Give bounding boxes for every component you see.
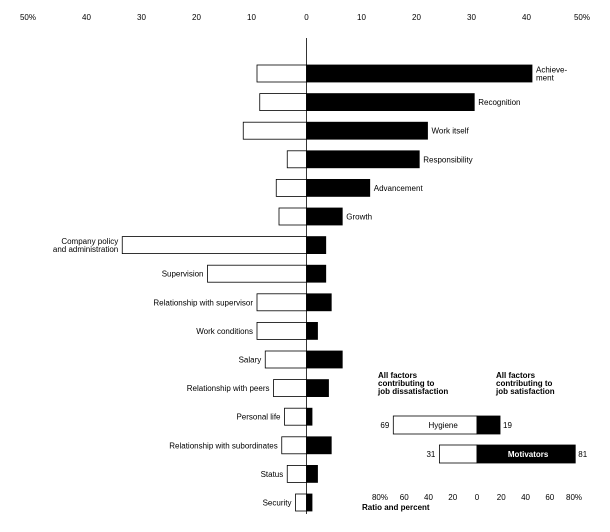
bar-dissatisfaction — [207, 264, 307, 283]
bar-dissatisfaction — [286, 464, 307, 483]
axis-tick-label: 30 — [467, 13, 476, 22]
category-label: Security — [263, 499, 292, 508]
category-label: Status — [261, 470, 284, 479]
bar-dissatisfaction — [275, 178, 307, 197]
axis-tick-label: 10 — [357, 13, 366, 22]
category-label: Company policy and administration — [53, 237, 118, 254]
summary-header-left: All factors contributing to job dissatisfa… — [377, 371, 448, 396]
category-label: Personal life — [236, 413, 281, 422]
bar-dissatisfaction — [242, 121, 307, 140]
summary-header-left-line: contributing to — [378, 379, 435, 388]
summary-value-label-left: 69 — [380, 421, 389, 430]
category-label: Relationship with peers — [187, 384, 270, 393]
summary-axis-tick-label: 40 — [424, 493, 433, 502]
bar-satisfaction — [306, 379, 329, 398]
summary-axis-tick-label: 80% — [566, 493, 582, 502]
bar-dissatisfaction — [278, 207, 307, 226]
summary-header-right-line: contributing to — [496, 379, 553, 388]
summary-axis-tick-label: 20 — [448, 493, 457, 502]
axis-tick-label: 30 — [137, 13, 146, 22]
bar-satisfaction — [306, 264, 327, 283]
axis-tick-label: 50% — [20, 13, 36, 22]
summary-value-label-right: 19 — [503, 421, 512, 430]
axis-tick-label: 0 — [304, 13, 309, 22]
summary-header-right-line: All factors — [496, 371, 536, 380]
bar-satisfaction — [306, 178, 371, 197]
bar-satisfaction — [306, 464, 318, 483]
bar-dissatisfaction — [256, 293, 307, 312]
summary-axis-tick-label: 80% — [372, 493, 388, 502]
category-label: Advancement — [374, 184, 424, 193]
summary-header-left-line: All factors — [378, 371, 418, 380]
axis-tick-label: 10 — [247, 13, 256, 22]
bar-dissatisfaction — [273, 379, 307, 398]
category-label: Responsibility — [423, 155, 472, 164]
summary-axis-tick-label: 60 — [545, 493, 554, 502]
bar-satisfaction — [306, 293, 332, 312]
bar-dissatisfaction — [284, 407, 307, 426]
axis-tick-label: 20 — [412, 13, 421, 22]
category-label-line: ment — [536, 74, 555, 83]
summary-header-right: All factors contributing to job satisfacti… — [495, 371, 555, 396]
summary-header-right-line: job satisfaction — [495, 387, 555, 396]
bar-satisfaction — [306, 436, 332, 455]
bar-satisfaction — [306, 121, 428, 140]
bar-satisfaction — [306, 321, 318, 340]
category-label-line: and administration — [53, 245, 118, 254]
bar-dissatisfaction — [281, 436, 307, 455]
bar-dissatisfaction — [286, 150, 307, 169]
summary-bar-satisfaction — [476, 415, 501, 435]
summary-axis-tick-label: 40 — [521, 493, 530, 502]
category-label: Recognition — [478, 98, 520, 107]
category-label: Relationship with subordinates — [169, 441, 278, 450]
summary-value-label-left: 31 — [426, 450, 435, 459]
category-label: Supervision — [162, 270, 204, 279]
bar-satisfaction — [306, 236, 327, 255]
category-label-line: Achieve- — [536, 66, 567, 75]
summary-bar-dissatisfaction — [438, 444, 478, 464]
axis-tick-label: 20 — [192, 13, 201, 22]
summary-axis-tick-label: 0 — [475, 493, 480, 502]
summary-category-label: Hygiene — [428, 421, 458, 430]
bar-satisfaction — [306, 64, 533, 83]
bar-dissatisfaction — [256, 64, 307, 83]
axis-tick-label: 50% — [574, 13, 590, 22]
bar-satisfaction — [306, 407, 313, 426]
summary-axis-tick-label: 20 — [497, 493, 506, 502]
category-label: Achieve-ment — [536, 66, 567, 83]
bar-dissatisfaction — [259, 93, 307, 111]
bar-dissatisfaction — [121, 236, 307, 255]
summary-header-left-line: job dissatisfaction — [377, 387, 448, 396]
summary-axis-title: Ratio and percent — [362, 503, 430, 512]
category-label-line: Company policy — [61, 237, 118, 246]
summary-category-label: Motivators — [508, 450, 549, 459]
summary-bar-satisfaction — [476, 444, 576, 464]
category-label: Work conditions — [196, 327, 253, 336]
axis-tick-label: 40 — [82, 13, 91, 22]
bar-dissatisfaction — [256, 321, 307, 340]
bar-dissatisfaction — [295, 493, 307, 512]
bar-dissatisfaction — [264, 350, 307, 369]
category-label: Relationship with supervisor — [153, 298, 253, 307]
category-label: Growth — [346, 213, 372, 222]
bar-satisfaction — [306, 93, 475, 111]
axis-tick-label: 40 — [522, 13, 531, 22]
category-label: Work itself — [432, 127, 470, 136]
bar-satisfaction — [306, 493, 313, 512]
bar-satisfaction — [306, 207, 343, 226]
bar-satisfaction — [306, 150, 420, 169]
summary-axis-tick-label: 60 — [400, 493, 409, 502]
summary-value-label-right: 81 — [578, 450, 587, 459]
bar-satisfaction — [306, 350, 343, 369]
category-label: Salary — [239, 356, 262, 365]
